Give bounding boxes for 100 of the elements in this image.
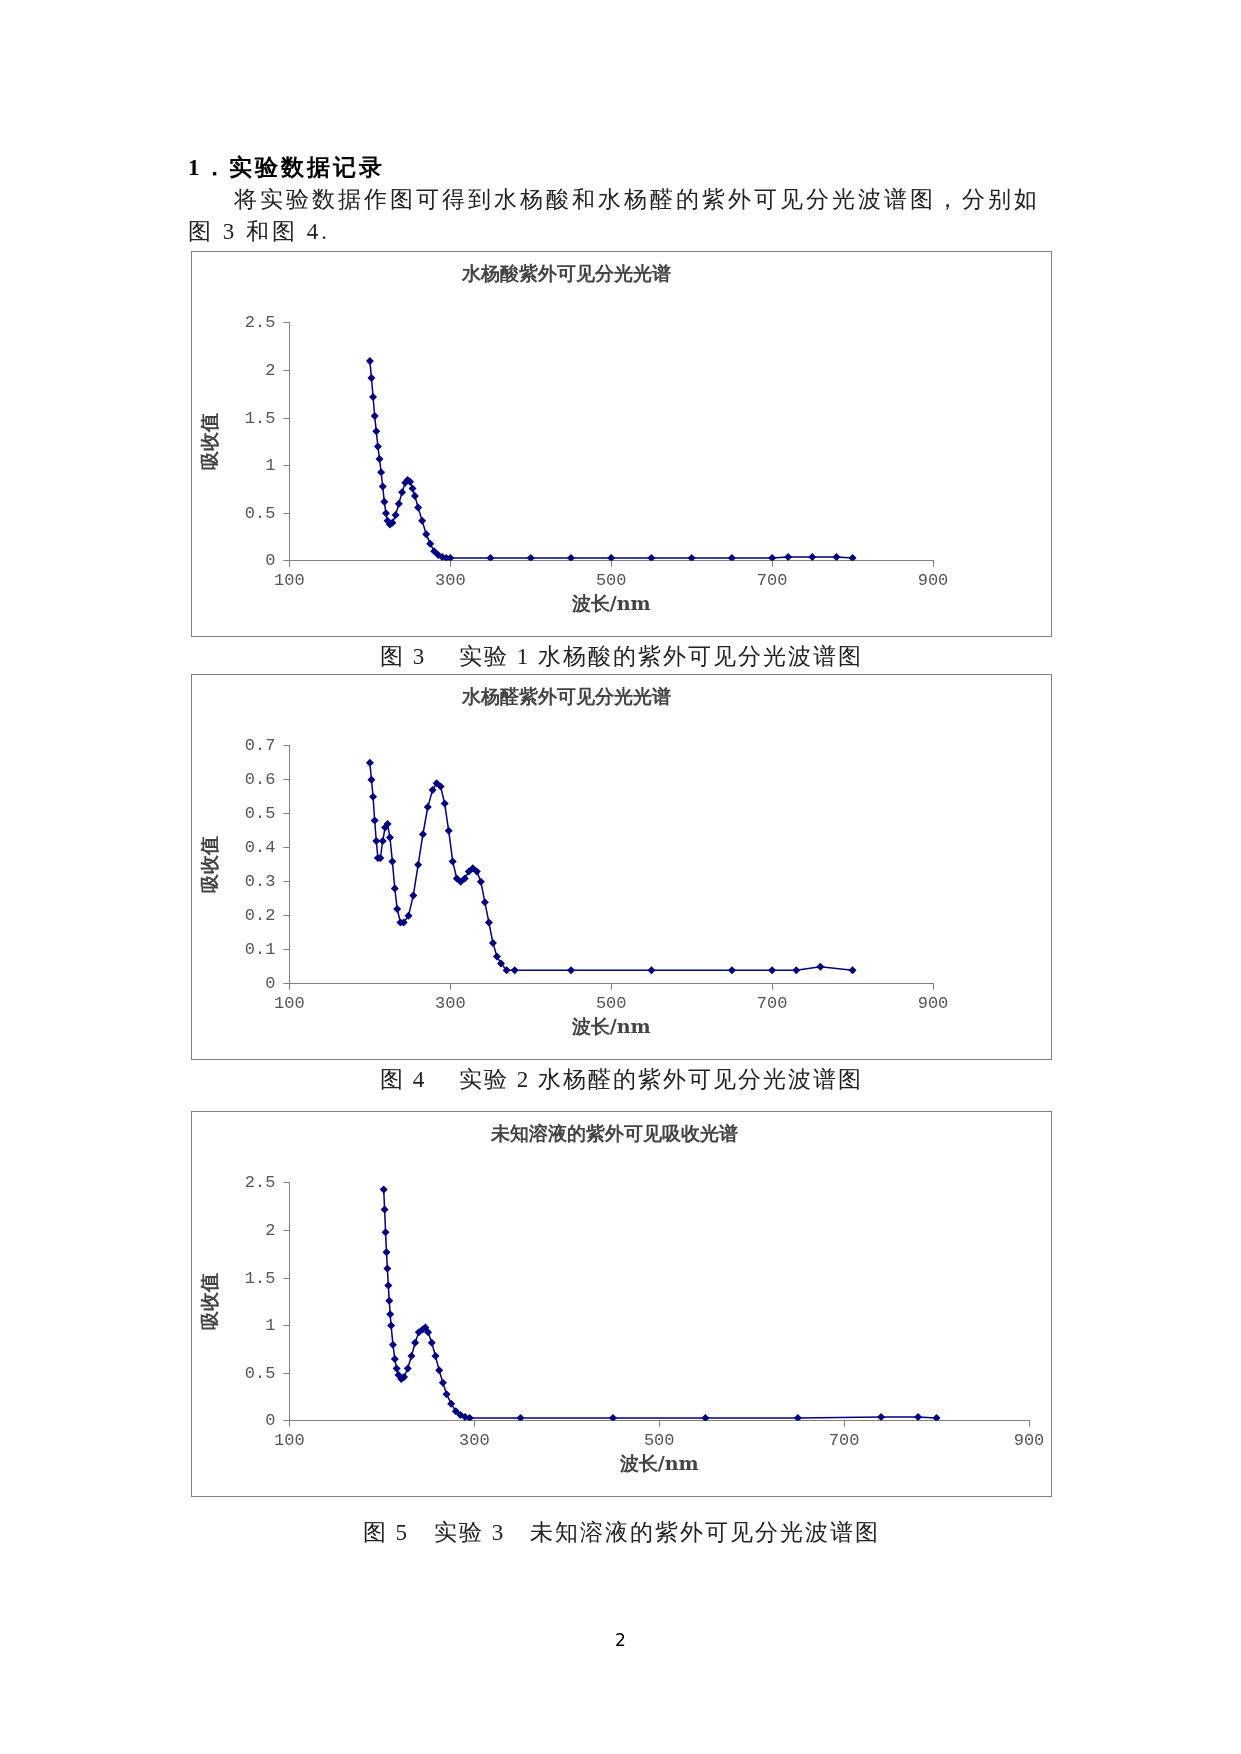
point [390, 884, 399, 893]
x-axis-title: 波长/nm [570, 591, 651, 614]
point [385, 833, 394, 842]
point [444, 826, 453, 835]
y-tick-label: 0 [265, 1411, 276, 1431]
y-axis-title: 吸收值 [198, 1273, 221, 1331]
text: 2 [614, 1630, 627, 1650]
point [496, 959, 505, 968]
point [456, 1411, 465, 1420]
point [608, 1413, 617, 1421]
x-tick-label: 700 [756, 570, 788, 590]
point [381, 509, 390, 518]
point [385, 1296, 394, 1305]
y-tick-label: 0.5 [244, 503, 276, 523]
x-tick-label: 300 [435, 570, 466, 590]
y-tick-label: 0.5 [244, 1363, 276, 1383]
point [460, 874, 469, 883]
point [418, 516, 427, 525]
point [932, 1413, 941, 1421]
x-tick-label: 900 [1013, 1430, 1045, 1450]
point [380, 1205, 389, 1214]
y-tick-label: 0.2 [244, 906, 276, 926]
point [448, 857, 457, 866]
point [379, 1185, 388, 1194]
point [391, 511, 400, 520]
x-tick-label: 900 [917, 993, 949, 1013]
point [442, 1390, 451, 1399]
point [488, 939, 497, 947]
point [438, 1378, 447, 1387]
x-tick-label: 500 [595, 570, 627, 590]
point [792, 966, 801, 975]
point [510, 966, 519, 975]
point [422, 530, 431, 539]
x-tick-label: 500 [643, 1430, 675, 1450]
point [381, 1228, 390, 1237]
point [370, 412, 379, 421]
chart-title: 水杨酸紫外可见分光光谱 [461, 262, 671, 285]
point [701, 1413, 710, 1421]
point [447, 1399, 456, 1408]
point [410, 492, 419, 501]
point [423, 803, 432, 811]
y-tick-label: 0 [265, 974, 276, 994]
point [808, 552, 817, 561]
point [388, 857, 397, 866]
point [365, 356, 374, 365]
point [369, 393, 378, 402]
point [414, 860, 423, 869]
point [566, 966, 575, 975]
point [427, 1338, 436, 1347]
text: 1．实验数据记录 [188, 154, 385, 182]
point [370, 816, 379, 825]
y-tick-label: 2 [265, 1220, 276, 1240]
point [451, 1407, 460, 1416]
y-tick-label: 2.5 [244, 313, 276, 333]
y-axis-title: 吸收值 [198, 413, 221, 471]
point [367, 775, 376, 784]
point [407, 1352, 416, 1361]
point [409, 891, 418, 900]
point [516, 1413, 525, 1421]
point [424, 1328, 433, 1337]
x-tick-label: 700 [756, 993, 788, 1013]
point [380, 497, 389, 506]
point [375, 454, 384, 463]
point [877, 1412, 886, 1421]
point [377, 468, 386, 477]
point [430, 547, 439, 556]
point [727, 553, 736, 561]
chart-title: 未知溶液的紫外可见吸收光谱 [490, 1122, 738, 1145]
point [398, 488, 407, 497]
point [793, 1413, 802, 1421]
y-tick-label: 1 [265, 456, 276, 476]
point [476, 877, 485, 886]
point [418, 830, 427, 839]
point [480, 898, 489, 907]
point [383, 1264, 392, 1273]
caption: 图 3 实验 1 水杨酸的紫外可见分光波谱图 [379, 643, 864, 671]
point [502, 966, 511, 975]
point [408, 484, 417, 493]
y-tick-label: 0.1 [244, 940, 276, 960]
point [367, 374, 376, 383]
point [372, 837, 381, 845]
point [848, 553, 857, 561]
point [431, 1352, 440, 1361]
text: 将实验数据作图可得到水杨酸和水杨醛的紫外可见分光波谱图，分别如图 3 和图 4. [188, 186, 1041, 246]
x-tick-label: 500 [595, 993, 627, 1013]
y-tick-label: 1.5 [244, 408, 276, 428]
point [647, 966, 656, 975]
point [465, 1413, 474, 1421]
point [436, 782, 445, 791]
y-tick-label: 1.5 [244, 1268, 276, 1288]
point [390, 1354, 399, 1363]
point [727, 966, 736, 975]
point [435, 1366, 444, 1375]
caption: 图 4 实验 2 水杨醛的紫外可见分光波谱图 [379, 1066, 864, 1094]
point [373, 442, 382, 451]
point [365, 758, 374, 767]
point [404, 911, 413, 920]
point [526, 553, 535, 561]
point [428, 786, 437, 794]
point [687, 553, 696, 561]
